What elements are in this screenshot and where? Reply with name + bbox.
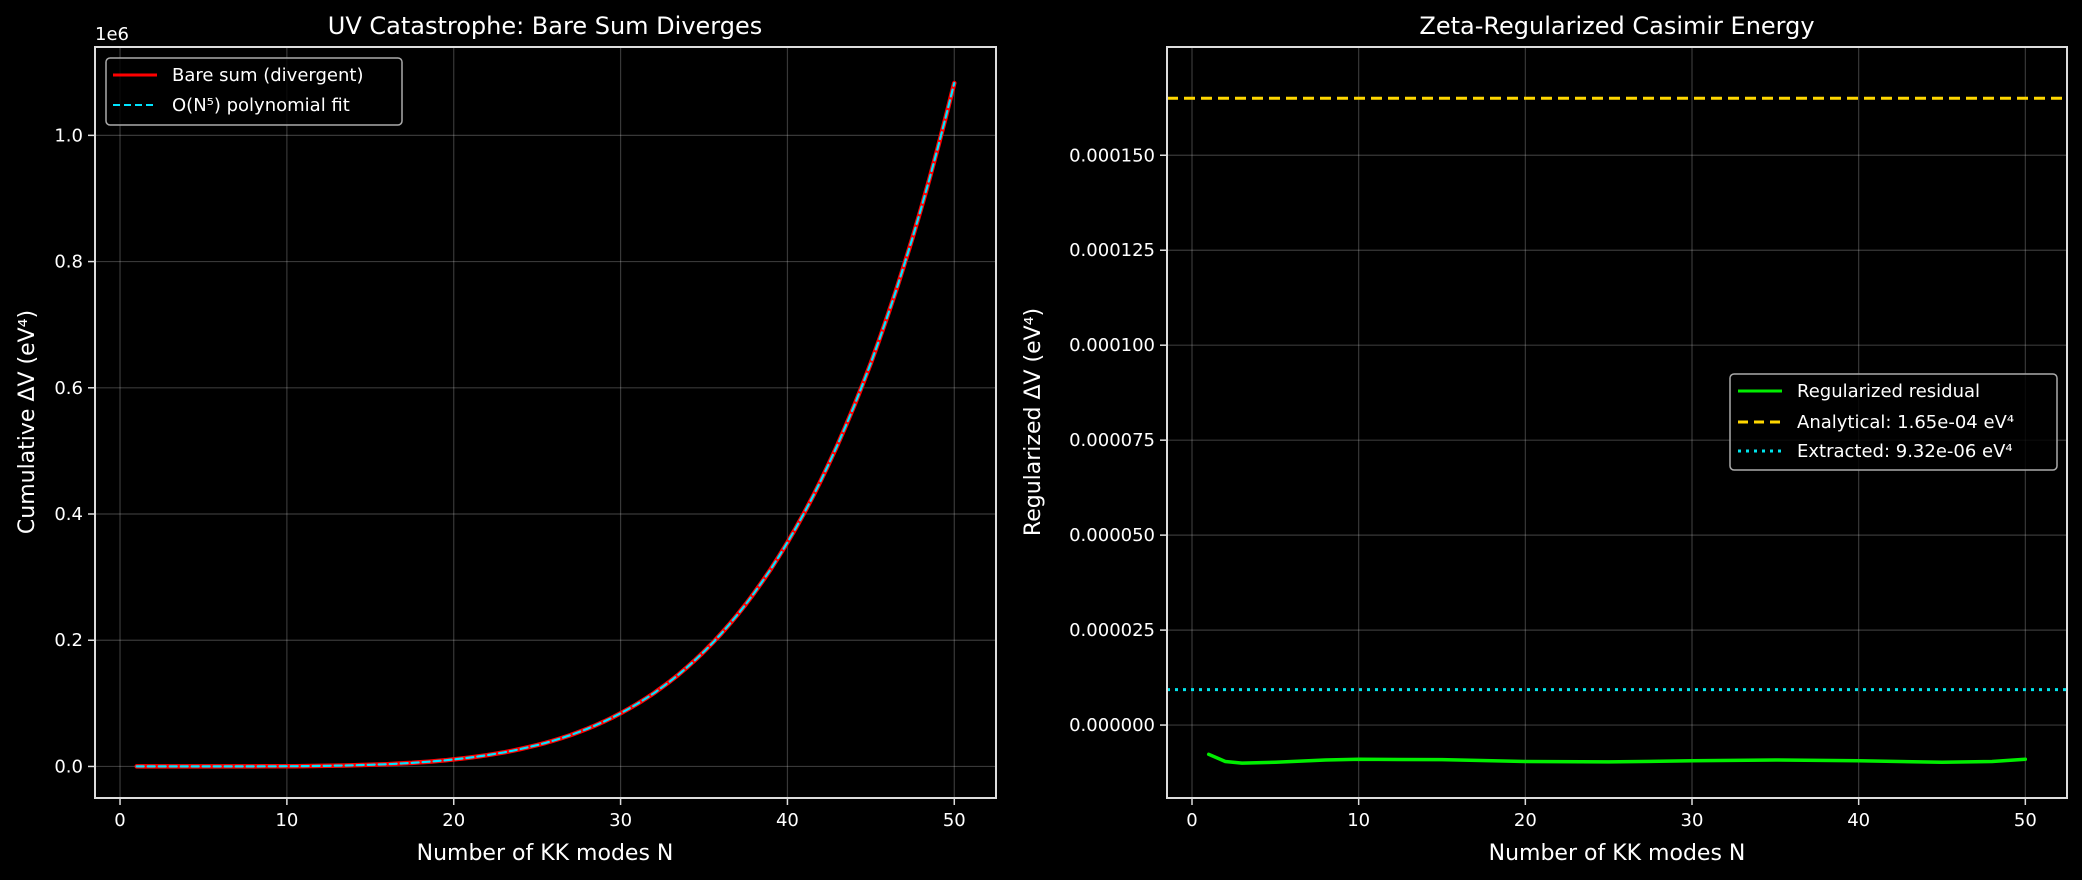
y-tick-label: 0.000050 [1069,525,1155,546]
right-series [1167,96,2067,765]
left-legend-box [105,57,403,126]
y-tick-label: 0.8 [54,252,83,273]
y-tick-label: 0.2 [54,630,83,651]
x-tick-label: 30 [1681,810,1704,831]
x-tick-label: 40 [1847,810,1870,831]
legend-label-analytical: Analytical: 1.65e-04 eV⁴ [1797,412,2014,433]
left-grid [95,47,996,798]
y-tick-label: 0.000025 [1069,620,1155,641]
right-grid [1167,47,2067,798]
x-tick-label: 0 [1186,810,1197,831]
left-plot-title: UV Catastrophe: Bare Sum Diverges [328,12,762,40]
x-tick-label: 20 [1514,810,1537,831]
x-tick-label: 40 [776,810,799,831]
right-plot: Zeta-Regularized Casimir Energy 0 10 20 30 4… [1021,12,2068,866]
y-tick-label: 0.000150 [1069,145,1155,166]
left-plot: UV Catastrophe: Bare Sum Diverges 0 10 20 3… [15,12,997,866]
right-y-axis-label: Regularized ΔV (eV⁴) [1021,308,1046,536]
left-series-line [135,81,956,768]
x-tick-label: 20 [442,810,465,831]
y-tick-label: 0.000075 [1069,430,1155,451]
x-tick-label: 10 [1347,810,1370,831]
y-tick-label: 1.0 [54,125,83,146]
legend-label-bare-sum: Bare sum (divergent) [172,65,363,86]
right-x-axis-label: Number of KK modes N [1489,841,1746,866]
x-tick-label: 50 [943,810,966,831]
y-tick-label: 0.000100 [1069,335,1155,356]
y-tick-label: 0.000125 [1069,240,1155,261]
left-y-offset-label: 1e6 [95,24,129,45]
left-legend: Bare sum (divergent) O(N⁵) polynomial fi… [105,57,403,126]
right-legend: Regularized residual Analytical: 1.65e-0… [1729,373,2058,471]
right-plot-title: Zeta-Regularized Casimir Energy [1419,12,1814,40]
legend-label-poly-fit: O(N⁵) polynomial fit [172,95,350,116]
x-tick-label: 0 [114,810,125,831]
x-tick-label: 10 [275,810,298,831]
y-tick-label: 0.000000 [1069,715,1155,736]
left-y-axis-label: Cumulative ΔV (eV⁴) [15,310,40,534]
right-axes-frame [1166,46,2068,799]
x-tick-label: 30 [609,810,632,831]
x-tick-label: 50 [2014,810,2037,831]
left-ticks: 0 10 20 30 40 50 0.0 0.2 0.4 0.6 0.8 1.0 [54,125,965,831]
left-x-axis-label: Number of KK modes N [417,841,674,866]
y-tick-label: 0.6 [54,378,83,399]
left-series [134,80,957,769]
y-tick-label: 0.0 [54,756,83,777]
y-tick-label: 0.4 [54,504,83,525]
right-legend-box [1729,373,2058,471]
right-series-line [1206,752,2028,765]
legend-label-residual: Regularized residual [1797,381,1980,402]
legend-label-extracted: Extracted: 9.32e-06 eV⁴ [1797,441,2013,462]
left-axes-frame [94,46,997,799]
right-ticks: 0 10 20 30 40 50 0.000000 0.000025 0.000050 0.000… [1069,145,2037,831]
